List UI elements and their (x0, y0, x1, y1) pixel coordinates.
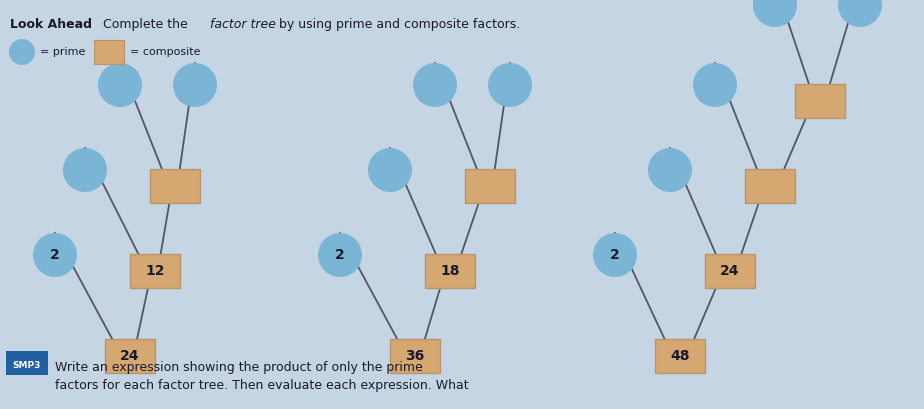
Text: 18: 18 (440, 264, 460, 278)
Text: Look Ahead: Look Ahead (10, 18, 92, 31)
FancyBboxPatch shape (150, 169, 200, 203)
Circle shape (413, 63, 457, 107)
Text: 24: 24 (120, 349, 140, 363)
Text: Write an expression showing the product of only the prime: Write an expression showing the product … (55, 361, 423, 374)
Text: 2: 2 (335, 248, 345, 262)
FancyBboxPatch shape (795, 84, 845, 118)
Circle shape (648, 148, 692, 192)
Text: factor tree: factor tree (210, 18, 276, 31)
Circle shape (488, 63, 532, 107)
Text: = composite: = composite (130, 47, 201, 57)
Circle shape (753, 0, 797, 27)
Circle shape (63, 148, 107, 192)
FancyBboxPatch shape (655, 339, 705, 373)
FancyBboxPatch shape (130, 254, 180, 288)
Text: 2: 2 (610, 248, 620, 262)
FancyBboxPatch shape (94, 40, 124, 64)
Circle shape (98, 63, 142, 107)
Circle shape (693, 63, 737, 107)
Circle shape (318, 233, 362, 277)
FancyBboxPatch shape (105, 339, 155, 373)
Circle shape (9, 39, 35, 65)
Text: by using prime and composite factors.: by using prime and composite factors. (275, 18, 520, 31)
FancyBboxPatch shape (6, 351, 48, 375)
Text: factors for each factor tree. Then evaluate each expression. What: factors for each factor tree. Then evalu… (55, 379, 468, 392)
Circle shape (593, 233, 637, 277)
FancyBboxPatch shape (425, 254, 475, 288)
Circle shape (33, 233, 77, 277)
FancyBboxPatch shape (745, 169, 795, 203)
Circle shape (838, 0, 882, 27)
Text: SMP3: SMP3 (13, 360, 42, 369)
Circle shape (173, 63, 217, 107)
Text: = prime: = prime (40, 47, 85, 57)
FancyBboxPatch shape (465, 169, 515, 203)
Text: 12: 12 (145, 264, 164, 278)
FancyBboxPatch shape (390, 339, 440, 373)
Text: 24: 24 (720, 264, 740, 278)
FancyBboxPatch shape (705, 254, 755, 288)
Text: 36: 36 (406, 349, 425, 363)
Text: Complete the: Complete the (95, 18, 192, 31)
Text: 48: 48 (670, 349, 689, 363)
Circle shape (368, 148, 412, 192)
Text: 2: 2 (50, 248, 60, 262)
